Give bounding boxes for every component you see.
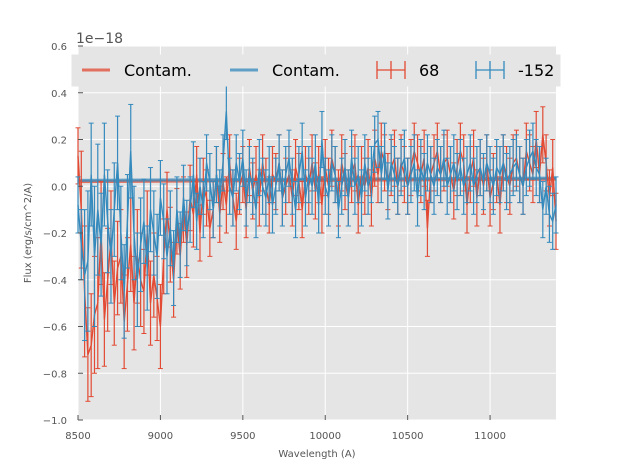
legend-swatch-errorbar-blue xyxy=(475,61,505,79)
legend-label-contam-red: Contam. xyxy=(124,61,192,80)
legend: Contam. Contam. 68 -152 xyxy=(71,54,561,87)
legend-label-minus-152: -152 xyxy=(518,61,554,80)
y-tick-label: −0.8 xyxy=(43,369,67,380)
series-minus-152-line xyxy=(77,111,557,292)
y-tick-label: −0.2 xyxy=(43,229,67,240)
y-tick-label: 0.2 xyxy=(51,136,67,147)
x-tick-label: 11000 xyxy=(474,431,506,442)
y-tick-label: −1.0 xyxy=(43,416,67,427)
x-axis-label: Wavelength (A) xyxy=(278,449,355,460)
y-tick-label: 0.6 xyxy=(51,42,67,53)
x-tick-label: 9500 xyxy=(230,431,255,442)
legend-label-contam-blue: Contam. xyxy=(272,61,340,80)
legend-label-68: 68 xyxy=(419,61,439,80)
x-tick-label: 8500 xyxy=(65,431,90,442)
y-axis-label: Flux (erg/s/cm^2/A) xyxy=(23,183,34,283)
y-offset-label: 1e−18 xyxy=(76,31,123,47)
x-tick-label: 10000 xyxy=(309,431,341,442)
y-tick-label: −0.6 xyxy=(43,323,67,334)
y-tick-label: −0.4 xyxy=(43,276,67,287)
x-tick-label: 9000 xyxy=(148,431,173,442)
y-tick-label: 0.4 xyxy=(51,89,67,100)
legend-swatch-errorbar-red xyxy=(376,61,406,79)
x-tick-label: 10500 xyxy=(392,431,424,442)
x-axis-ticks: 8500 9000 9500 10000 10500 11000 xyxy=(65,415,506,442)
y-axis-ticks: −1.0 −0.8 −0.6 −0.4 −0.2 0.0 0.2 0.4 0.6 xyxy=(43,42,83,427)
y-tick-label: 0.0 xyxy=(51,182,67,193)
series-minus-152 xyxy=(75,82,559,342)
